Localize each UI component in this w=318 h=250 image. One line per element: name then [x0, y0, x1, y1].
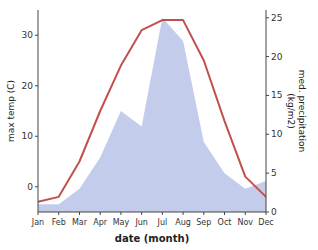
temperature-line: [38, 20, 266, 202]
x-tick-label: May: [113, 218, 130, 227]
y2-tick: [266, 134, 269, 135]
y-tick-label: 30: [22, 30, 34, 40]
x-axis-line: [38, 212, 266, 213]
x-tick-label: Aug: [175, 218, 191, 227]
x-tick: [58, 212, 59, 215]
y-tick: [35, 85, 38, 86]
precipitation-area: [38, 18, 266, 212]
y2-tick-label: 10: [271, 129, 283, 139]
x-tick: [245, 212, 246, 215]
y2-tick-label: 0: [271, 207, 277, 217]
y-axis-label: max temp (C): [6, 80, 16, 142]
y-tick-label: 10: [22, 131, 34, 141]
y2-tick: [266, 17, 269, 18]
x-tick: [120, 212, 121, 215]
y2-tick-label: 20: [271, 52, 283, 62]
y2-tick: [266, 56, 269, 57]
y2-tick: [266, 95, 269, 96]
y2-tick: [266, 212, 269, 213]
y2-tick-label: 5: [271, 168, 277, 178]
x-tick: [38, 212, 39, 215]
plot-area: [38, 18, 266, 212]
y-tick: [35, 35, 38, 36]
x-tick-label: Jun: [134, 218, 148, 227]
x-tick-label: Nov: [237, 218, 253, 227]
y-tick: [35, 186, 38, 187]
y-tick-label: 20: [22, 81, 34, 91]
x-tick-label: Apr: [93, 218, 108, 227]
y2-tick-label: 15: [271, 90, 282, 100]
y-tick-label: 0: [27, 182, 33, 192]
y-tick: [35, 136, 38, 137]
x-tick-label: Dec: [258, 218, 273, 227]
chart: JanFebMarAprMayJunJulAugSepOctNovDec0102…: [0, 0, 318, 250]
y2-axis-label: med. precipitation(kg/m2): [286, 70, 307, 152]
y2-axis-label-line: (kg/m2): [286, 93, 296, 128]
x-axis-label: date (month): [115, 233, 189, 244]
y2-axis-line: [266, 10, 267, 212]
y2-tick: [266, 173, 269, 174]
x-tick: [183, 212, 184, 215]
x-tick-label: Feb: [52, 218, 66, 227]
x-tick: [203, 212, 204, 215]
x-tick: [162, 212, 163, 215]
x-tick: [100, 212, 101, 215]
y-axis-line: [38, 10, 39, 212]
y2-axis-label-line: med. precipitation: [297, 70, 307, 152]
x-tick-label: Oct: [218, 218, 232, 227]
x-tick-label: Mar: [72, 218, 88, 227]
x-tick-label: Sep: [196, 218, 211, 227]
x-tick-label: Jul: [157, 218, 168, 227]
x-tick: [79, 212, 80, 215]
x-tick: [224, 212, 225, 215]
x-tick: [141, 212, 142, 215]
x-tick-label: Jan: [31, 218, 44, 227]
y2-tick-label: 25: [271, 13, 282, 23]
